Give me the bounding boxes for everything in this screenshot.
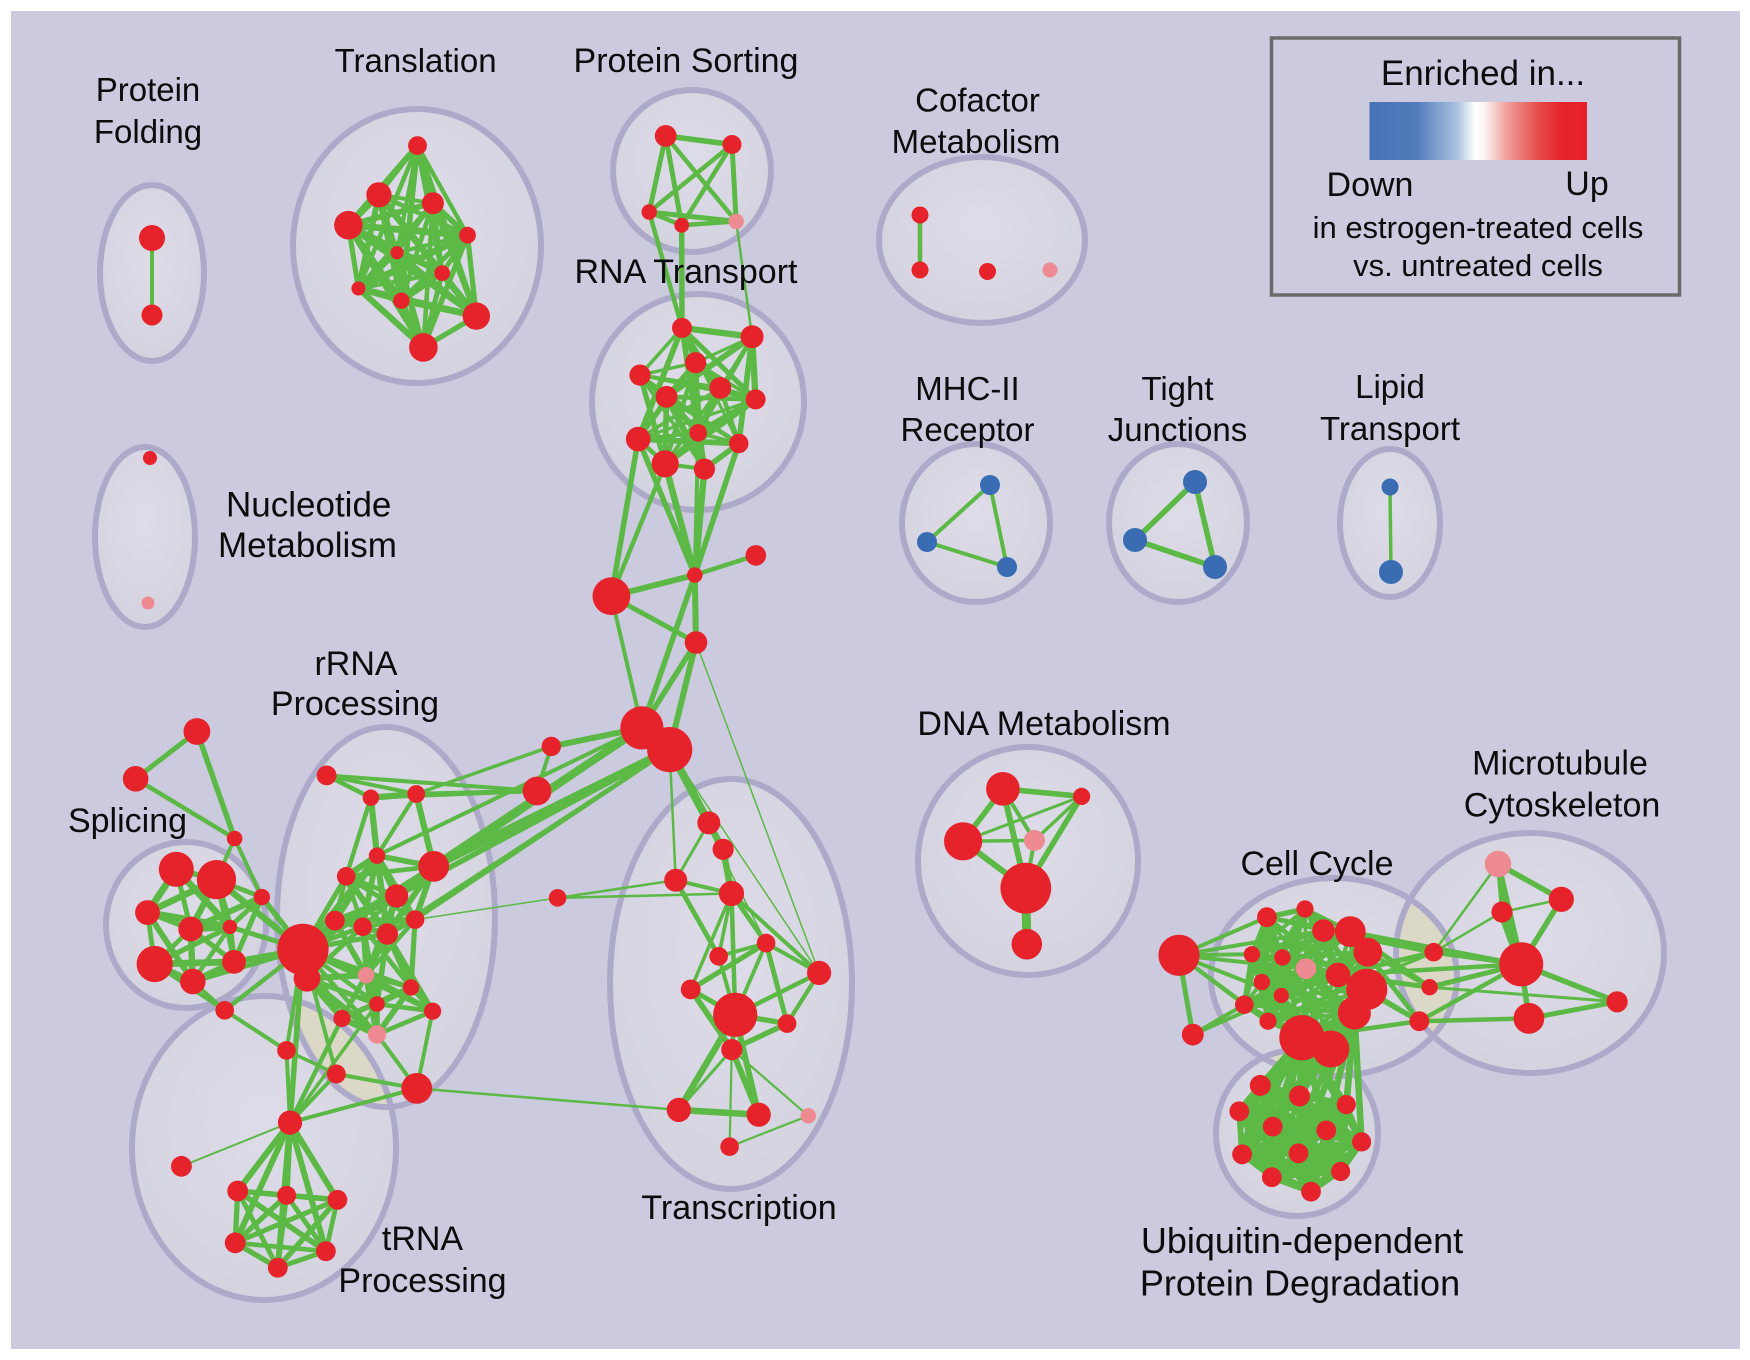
- svg-text:tRNA: tRNA: [382, 1220, 464, 1258]
- svg-text:Receptor: Receptor: [901, 411, 1035, 448]
- svg-text:Transcription: Transcription: [641, 1189, 836, 1227]
- svg-text:Protein: Protein: [96, 71, 201, 108]
- svg-text:Up: Up: [1565, 165, 1608, 203]
- svg-text:Splicing: Splicing: [68, 802, 187, 840]
- svg-text:Nucleotide: Nucleotide: [226, 486, 391, 525]
- svg-text:Enriched in...: Enriched in...: [1381, 54, 1585, 93]
- svg-text:Ubiquitin-dependent: Ubiquitin-dependent: [1141, 1220, 1463, 1261]
- svg-text:RNA Transport: RNA Transport: [575, 253, 799, 291]
- svg-text:DNA Metabolism: DNA Metabolism: [917, 705, 1170, 743]
- svg-text:Microtubule: Microtubule: [1472, 745, 1648, 783]
- svg-text:Cell Cycle: Cell Cycle: [1240, 845, 1393, 883]
- svg-text:Folding: Folding: [94, 113, 202, 150]
- svg-text:Transport: Transport: [1320, 410, 1460, 447]
- svg-text:Protein Degradation: Protein Degradation: [1140, 1263, 1460, 1304]
- svg-text:Junctions: Junctions: [1108, 411, 1247, 448]
- svg-text:Processing: Processing: [338, 1262, 506, 1300]
- svg-text:Cofactor: Cofactor: [915, 81, 1040, 118]
- svg-text:vs. untreated cells: vs. untreated cells: [1353, 248, 1603, 283]
- svg-text:Tight: Tight: [1141, 370, 1213, 407]
- svg-text:in estrogen-treated cells: in estrogen-treated cells: [1313, 210, 1644, 245]
- svg-text:Protein Sorting: Protein Sorting: [574, 42, 799, 80]
- svg-text:Lipid: Lipid: [1355, 368, 1425, 405]
- svg-text:Down: Down: [1327, 166, 1414, 204]
- svg-text:Cytoskeleton: Cytoskeleton: [1464, 787, 1661, 825]
- svg-text:Translation: Translation: [335, 42, 497, 79]
- svg-text:Metabolism: Metabolism: [892, 123, 1061, 160]
- svg-text:Processing: Processing: [271, 685, 439, 723]
- svg-text:rRNA: rRNA: [314, 645, 397, 683]
- svg-text:Metabolism: Metabolism: [218, 526, 397, 565]
- svg-text:MHC-II: MHC-II: [915, 370, 1019, 407]
